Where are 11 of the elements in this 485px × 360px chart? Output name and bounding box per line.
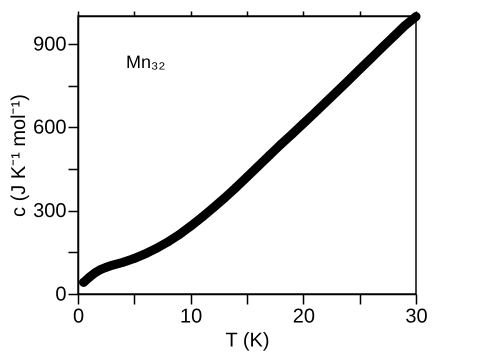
x-tick-label: 30 [405, 306, 428, 328]
x-tick-label: 0 [72, 306, 84, 328]
x-axis-title: T (K) [225, 330, 270, 352]
y-tick-label: 0 [55, 284, 66, 306]
y-tick-label: 900 [33, 33, 66, 56]
y-tick-label: 300 [33, 200, 66, 222]
x-tick-label: 20 [292, 306, 315, 328]
y-tick-label: 600 [33, 116, 66, 139]
y-axis-title: c (J K⁻¹ mol⁻¹) [8, 94, 30, 217]
annotation: Mn₃₂ [126, 52, 166, 72]
x-tick-label: 10 [180, 306, 202, 328]
